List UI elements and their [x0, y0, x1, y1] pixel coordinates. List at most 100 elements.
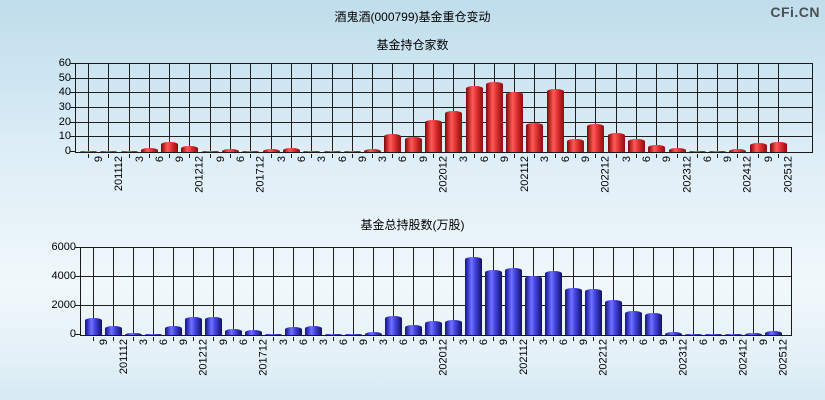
data-bar — [685, 334, 702, 335]
data-bar — [145, 334, 162, 335]
x-axis-tick-mark — [713, 337, 714, 341]
x-axis-tick-mark — [534, 154, 535, 158]
x-axis-tick-mark — [149, 154, 150, 158]
page-title: 酒鬼酒(000799)基金重仓变动 — [334, 10, 491, 24]
x-axis-tick-mark — [230, 154, 231, 158]
x-axis-tick-label: 6 — [638, 339, 650, 346]
x-axis-tick-mark — [233, 337, 234, 341]
y-axis-tick-mark — [70, 78, 75, 79]
grid-line-v — [189, 64, 190, 152]
x-axis-tick-mark — [616, 154, 617, 158]
x-axis-tick-label: 3 — [138, 339, 150, 346]
x-axis-tick-mark — [311, 154, 312, 158]
data-bar — [486, 82, 503, 152]
data-bar — [324, 151, 341, 152]
grid-line-v — [453, 248, 454, 335]
x-axis-tick-label: 9 — [498, 339, 510, 346]
grid-line-h — [76, 92, 812, 93]
data-bar — [283, 148, 300, 152]
x-axis-tick-label: 6 — [560, 156, 572, 163]
x-axis-tick-label: 6 — [698, 339, 710, 346]
total-shares-chart-title: 基金总持股数(万股) — [360, 218, 465, 232]
x-axis-tick-label: 6 — [558, 339, 570, 346]
data-bar — [141, 148, 158, 152]
x-axis-tick-mark — [656, 154, 657, 158]
x-axis-tick-mark — [733, 337, 734, 341]
y-axis-tick-label: 4000 — [51, 270, 76, 282]
grid-line-v — [433, 64, 434, 152]
x-axis-tick-label: 9 — [358, 339, 370, 346]
y-axis-tick-mark — [75, 305, 80, 306]
data-bar — [245, 330, 262, 335]
y-axis-tick-mark — [70, 136, 75, 137]
grid-line-v — [93, 248, 94, 335]
grid-line-v — [173, 248, 174, 335]
grid-line-v — [230, 64, 231, 152]
x-axis-tick-label: 201712 — [258, 339, 270, 376]
x-axis-tick-mark — [113, 337, 114, 341]
data-bar — [425, 120, 442, 152]
grid-line-v — [372, 64, 373, 152]
data-bar — [344, 151, 361, 152]
data-bar — [405, 137, 422, 152]
y-axis-tick-label: 30 — [58, 101, 71, 113]
data-bar — [445, 111, 462, 152]
x-axis-tick-mark — [271, 154, 272, 158]
x-axis-tick-mark — [778, 154, 779, 158]
x-axis-tick-mark — [773, 337, 774, 341]
x-axis-tick-label: 6 — [158, 339, 170, 346]
grid-line-v — [693, 248, 694, 335]
x-axis-tick-mark — [553, 337, 554, 341]
x-axis-tick-label: 3 — [377, 156, 389, 163]
grid-line-v — [453, 64, 454, 152]
grid-line-v — [250, 64, 251, 152]
data-bar — [205, 317, 222, 335]
x-axis-tick-mark — [210, 154, 211, 158]
funds-count-chart-title: 基金持仓家数 — [376, 38, 449, 52]
y-axis-tick-mark — [75, 247, 80, 248]
data-bar — [365, 332, 382, 335]
data-bar — [285, 327, 302, 335]
data-bar — [745, 333, 762, 335]
x-axis-tick-label: 3 — [276, 156, 288, 163]
grid-line-h — [81, 276, 791, 277]
x-axis-tick-mark — [392, 154, 393, 158]
x-axis-tick-label: 202512 — [778, 339, 790, 376]
x-axis-tick-label: 6 — [238, 339, 250, 346]
x-axis-tick-label: 202412 — [738, 339, 750, 376]
x-axis-tick-label: 9 — [758, 339, 770, 346]
x-axis-tick-label: 9 — [658, 339, 670, 346]
y-axis-tick-label: 40 — [58, 86, 71, 98]
x-axis-tick-mark — [677, 154, 678, 158]
x-axis-tick-mark — [513, 337, 514, 341]
x-axis-tick-mark — [372, 154, 373, 158]
data-bar — [725, 334, 742, 335]
x-axis-tick-label: 6 — [478, 339, 490, 346]
x-axis-tick-label: 6 — [479, 156, 491, 163]
x-axis-tick-mark — [697, 154, 698, 158]
x-axis-tick-label: 6 — [337, 156, 349, 163]
x-axis-tick-label: 202312 — [682, 156, 694, 193]
x-axis-tick-label: 3 — [538, 339, 550, 346]
x-axis-tick-mark — [193, 337, 194, 341]
y-axis-tick-label: 0 — [69, 328, 76, 340]
x-axis-tick-mark — [293, 337, 294, 341]
grid-line-v — [758, 64, 759, 152]
x-axis-tick-label: 3 — [458, 339, 470, 346]
data-bar — [303, 151, 320, 152]
x-axis-tick-label: 9 — [178, 339, 190, 346]
x-axis-tick-label: 9 — [174, 156, 186, 163]
grid-line-v — [778, 64, 779, 152]
x-axis-tick-label: 6 — [154, 156, 166, 163]
data-bar — [565, 288, 582, 335]
data-bar — [85, 318, 102, 335]
grid-line-v — [534, 64, 535, 152]
grid-line-v — [271, 64, 272, 152]
y-axis-tick-label: 60 — [58, 57, 71, 69]
grid-line-v — [613, 248, 614, 335]
x-axis-tick-mark — [393, 337, 394, 341]
data-bar — [608, 133, 625, 152]
data-bar — [547, 89, 564, 152]
data-bar — [305, 326, 322, 335]
grid-line-v — [633, 248, 634, 335]
